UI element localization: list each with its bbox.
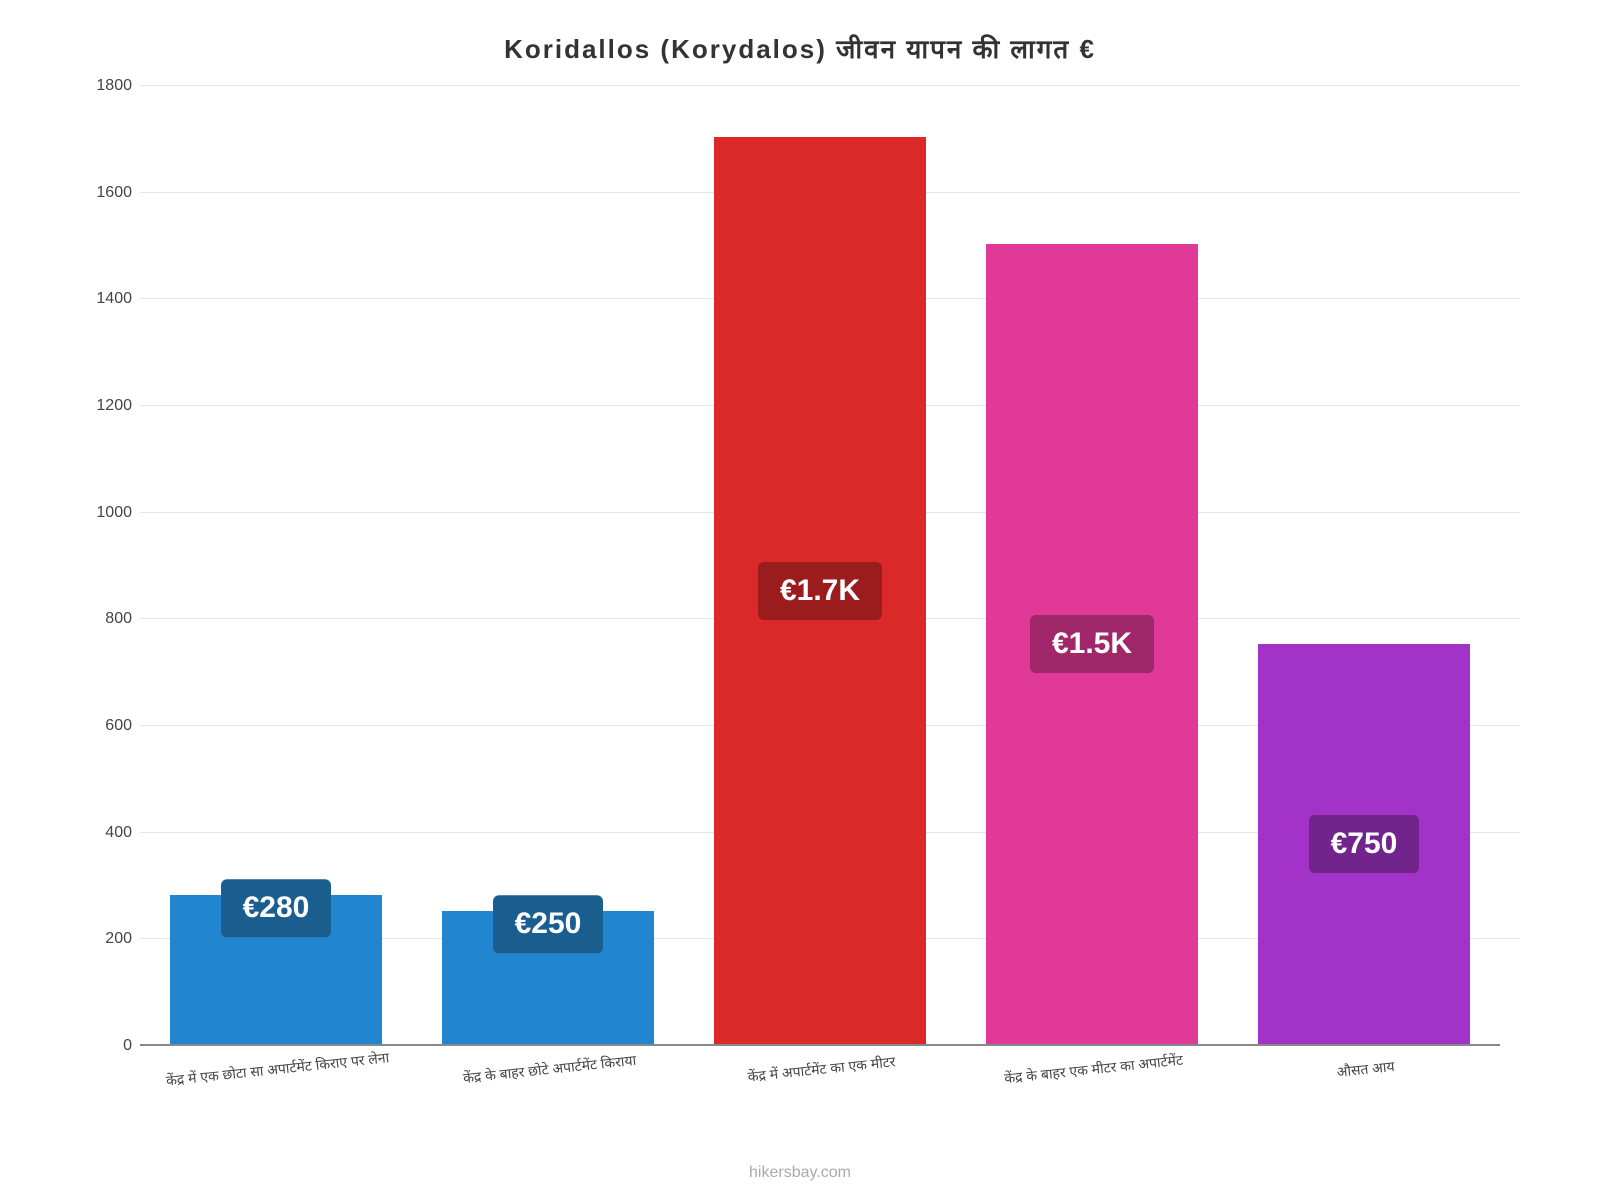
watermark: hikersbay.com	[749, 1164, 851, 1182]
bar-value-label: €280	[221, 879, 332, 937]
y-axis: 020040060080010001200140016001800	[80, 86, 140, 1046]
y-tick-label: 1200	[96, 397, 132, 415]
bar-value-label: €250	[493, 895, 604, 953]
x-axis-label: केंद्र के बाहर छोटे अपार्टमेंट किराया	[413, 1040, 686, 1093]
y-tick-label: 800	[105, 610, 132, 628]
x-axis-labels: केंद्र में एक छोटा सा अपार्टमेंट किराए प…	[140, 1054, 1500, 1079]
bar: €280	[170, 895, 382, 1044]
bar: €750	[1258, 644, 1470, 1044]
y-tick-label: 1000	[96, 504, 132, 522]
bar-value-label: €1.5K	[1030, 615, 1154, 673]
chart-container: Koridallos (Korydalos) जीवन यापन की लागत…	[80, 30, 1520, 1130]
bar-slot: €1.7K	[684, 86, 956, 1044]
y-tick-label: 1400	[96, 290, 132, 308]
y-tick-label: 200	[105, 930, 132, 948]
y-tick-label: 1800	[96, 77, 132, 95]
x-axis-label: केंद्र में अपार्टमेंट का एक मीटर	[685, 1040, 958, 1093]
chart-title: Koridallos (Korydalos) जीवन यापन की लागत…	[80, 30, 1520, 66]
bar-slot: €250	[412, 86, 684, 1044]
plot-area: 020040060080010001200140016001800 €280€2…	[80, 86, 1520, 1046]
bar: €1.7K	[714, 137, 926, 1044]
x-axis-label: औसत आय	[1229, 1040, 1502, 1093]
bar-slot: €1.5K	[956, 86, 1228, 1044]
y-tick-label: 400	[105, 824, 132, 842]
bar-value-label: €1.7K	[758, 562, 882, 620]
y-tick-label: 600	[105, 717, 132, 735]
y-tick-label: 1600	[96, 184, 132, 202]
x-axis-label: केंद्र में एक छोटा सा अपार्टमेंट किराए प…	[141, 1040, 414, 1093]
bar-slot: €750	[1228, 86, 1500, 1044]
bar-value-label: €750	[1309, 815, 1420, 873]
y-tick-label: 0	[123, 1037, 132, 1055]
bars-area: €280 €250 €1.7K €1.5K €750	[140, 86, 1500, 1046]
x-axis-label: केंद्र के बाहर एक मीटर का अपार्टमेंट	[957, 1040, 1230, 1093]
bar: €1.5K	[986, 244, 1198, 1044]
bar: €250	[442, 911, 654, 1044]
bar-slot: €280	[140, 86, 412, 1044]
